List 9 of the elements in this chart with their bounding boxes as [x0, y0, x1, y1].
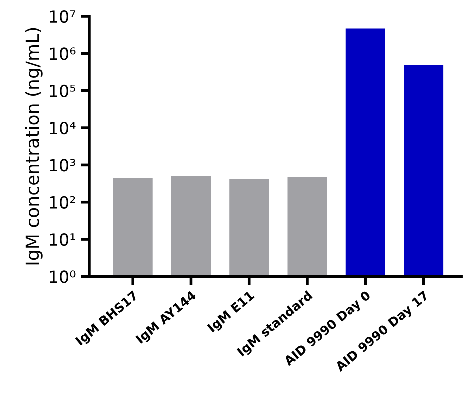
y-tick-label: 10⁴	[50, 122, 76, 135]
y-tick-label: 10⁷	[50, 10, 76, 24]
y-tick-label: 10⁶	[50, 48, 76, 60]
y-axis-title: IgM concentration (ng/mL)	[25, 28, 43, 265]
y-tick-label: 10⁰	[50, 270, 76, 284]
y-tick-label: 10³	[50, 159, 76, 172]
y-tick-label: 10¹	[50, 234, 76, 246]
y-tick-label: 10²	[50, 196, 76, 209]
y-tick-label: 10⁵	[50, 84, 76, 98]
